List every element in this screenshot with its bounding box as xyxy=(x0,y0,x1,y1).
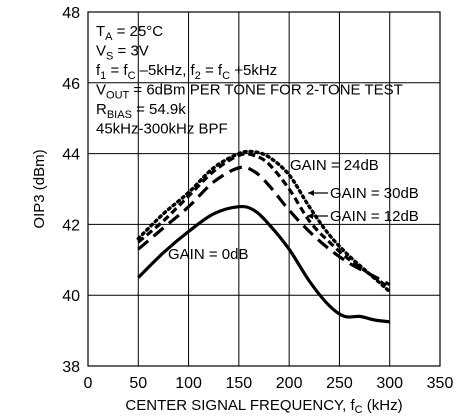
x-tick-labels: 0 50 100 150 200 250 300 350 xyxy=(84,375,454,392)
y-tick-label: 38 xyxy=(62,359,80,376)
series-line-gain-30db xyxy=(137,152,391,290)
x-tick-label: 150 xyxy=(226,375,253,392)
x-axis-label: CENTER SIGNAL FREQUENCY, fC (kHz) xyxy=(125,397,402,416)
condition-line: VOUT = 6dBm PER TONE FOR 2-TONE TEST xyxy=(96,82,403,102)
condition-line: f1 = fC –5kHz, f2 = fC +5kHz xyxy=(96,62,277,82)
condition-line: VS = 3V xyxy=(96,43,149,63)
leader-arrowhead xyxy=(308,190,314,196)
series-label: GAIN = 30dB xyxy=(330,185,419,202)
condition-line: RBIAS = 54.9k xyxy=(96,101,186,121)
x-tick-label: 50 xyxy=(129,375,147,392)
y-tick-label: 44 xyxy=(62,147,80,164)
x-tick-label: 350 xyxy=(427,375,454,392)
x-tick-label: 300 xyxy=(376,375,403,392)
y-tick-label: 40 xyxy=(62,288,80,305)
y-tick-label: 48 xyxy=(62,5,80,22)
series-label: GAIN = 24dB xyxy=(290,157,379,174)
series-group xyxy=(136,149,392,324)
y-tick-labels: 38 40 42 44 46 48 xyxy=(62,5,80,376)
label-leader-lines xyxy=(307,190,328,219)
series-labels: GAIN = 0dB GAIN = 12dB GAIN = 24dB GAIN = 3… xyxy=(168,157,419,263)
y-axis-label: OIP3 (dBm) xyxy=(31,149,48,228)
condition-line: TA = 25°C xyxy=(96,23,163,43)
series-label: GAIN = 0dB xyxy=(168,246,248,263)
condition-line: 45kHz-300kHz BPF xyxy=(96,121,228,138)
plot-frame xyxy=(87,11,441,367)
x-tick-label: 250 xyxy=(326,375,353,392)
series-line-gain-24db xyxy=(136,149,392,294)
x-tick-label: 100 xyxy=(175,375,202,392)
y-tick-label: 46 xyxy=(62,76,80,93)
y-tick-label: 42 xyxy=(62,217,80,234)
series-line-gain-0db xyxy=(137,204,390,324)
x-tick-label: 200 xyxy=(276,375,303,392)
x-tick-label: 0 xyxy=(84,375,93,392)
series-label: GAIN = 12dB xyxy=(330,208,419,225)
leader-arrowhead xyxy=(307,213,313,219)
series-line-gain-12db xyxy=(137,165,391,287)
